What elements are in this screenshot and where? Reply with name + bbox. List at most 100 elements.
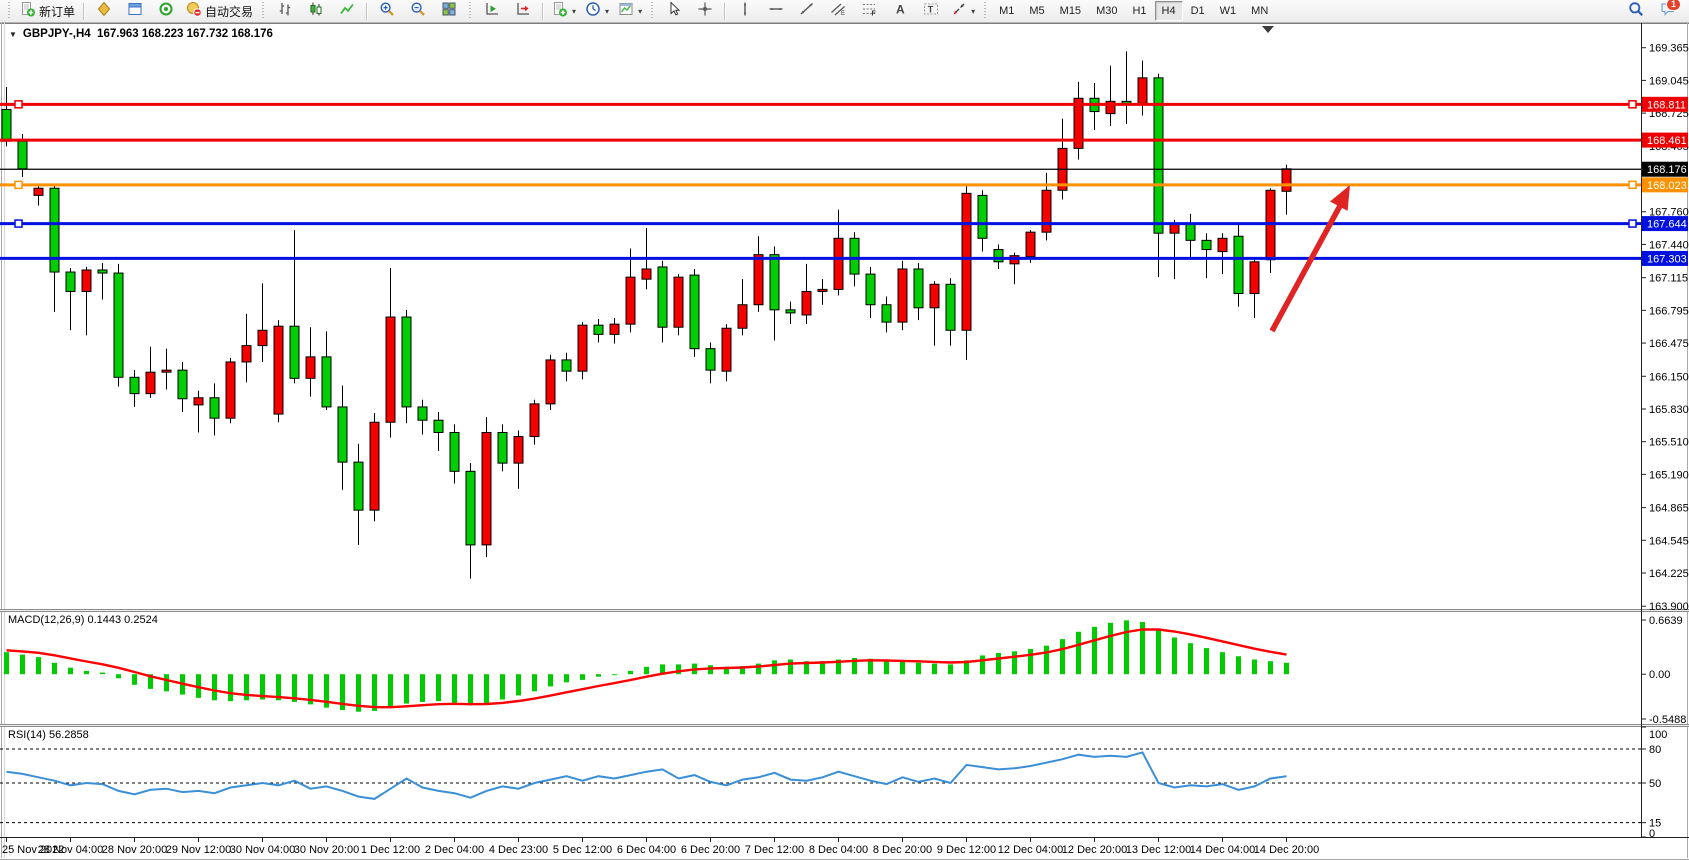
symbol-dropdown-icon[interactable]: ▼ (9, 29, 17, 39)
chevron-down-icon[interactable]: ▾ (638, 6, 643, 16)
window-blue-button[interactable] (120, 0, 150, 22)
candle[interactable] (721, 327, 732, 372)
candle[interactable] (17, 140, 28, 170)
candle[interactable] (289, 325, 300, 379)
candle[interactable] (737, 304, 748, 329)
candle[interactable] (481, 431, 492, 546)
candle[interactable] (225, 361, 236, 419)
candle[interactable] (913, 268, 924, 309)
channel-button[interactable]: E (823, 0, 853, 22)
candle[interactable] (865, 273, 876, 306)
candle[interactable] (593, 324, 604, 335)
type-bars-button[interactable] (270, 0, 300, 22)
candle[interactable] (1073, 97, 1084, 149)
candle[interactable] (241, 345, 252, 363)
toolbar-grip[interactable] (984, 2, 988, 20)
timeframe-tf-h4-button[interactable]: H4 (1154, 1, 1183, 21)
candle[interactable] (209, 397, 220, 419)
candle[interactable] (65, 271, 76, 292)
candle[interactable] (529, 403, 540, 438)
candle[interactable] (401, 316, 412, 408)
v-line-button[interactable] (730, 0, 760, 22)
trend-arrow-annotation[interactable] (1269, 185, 1350, 333)
candle[interactable] (433, 419, 444, 433)
candle[interactable] (961, 192, 972, 331)
indicators-button[interactable]: ▾ (548, 0, 580, 22)
candle[interactable] (993, 249, 1004, 263)
candle[interactable] (769, 254, 780, 311)
arrange-shift-button[interactable] (508, 0, 538, 22)
macd-panel[interactable] (4, 620, 1289, 712)
candle[interactable] (1217, 237, 1228, 253)
candle[interactable] (1105, 100, 1116, 115)
candle[interactable] (1153, 77, 1164, 234)
candle[interactable] (1025, 231, 1036, 258)
candle[interactable] (641, 268, 652, 280)
candle[interactable] (161, 369, 172, 373)
candle[interactable] (753, 254, 764, 306)
timeframe-tf-m1-button[interactable]: M1 (999, 5, 1015, 17)
timeframe-tf-d1-button[interactable]: D1 (1190, 5, 1205, 17)
candle[interactable] (1185, 223, 1196, 241)
chevron-down-icon[interactable]: ▾ (971, 6, 976, 16)
candle[interactable] (577, 324, 588, 372)
candle[interactable] (1041, 189, 1052, 233)
search-button[interactable] (1621, 0, 1651, 22)
candle[interactable] (785, 309, 796, 314)
chevron-down-icon[interactable]: ▾ (572, 6, 577, 16)
candle[interactable] (1201, 239, 1212, 251)
candle[interactable] (561, 359, 572, 372)
candle[interactable] (929, 283, 940, 309)
timeframe-tf-m15-button[interactable]: M15 (1059, 5, 1082, 17)
chart-gold-button[interactable] (89, 0, 119, 22)
candle[interactable] (849, 237, 860, 275)
hline-marker[interactable] (14, 219, 23, 228)
candle[interactable] (273, 325, 284, 415)
type-line-button[interactable] (332, 0, 362, 22)
zoom-in-button[interactable] (372, 0, 402, 22)
chat-button[interactable]: 1 (1653, 0, 1683, 22)
candle[interactable] (881, 304, 892, 323)
toolbar-grip[interactable] (262, 2, 266, 20)
candle[interactable] (545, 359, 556, 405)
cursor-button[interactable] (659, 0, 689, 22)
fibonacci-button[interactable]: F (854, 0, 884, 22)
candle[interactable] (609, 323, 620, 335)
candle[interactable] (1, 109, 12, 142)
candle[interactable] (385, 316, 396, 423)
candle[interactable] (337, 406, 348, 463)
timeframe-tf-m5-button[interactable]: M5 (1029, 5, 1045, 17)
candle[interactable] (673, 276, 684, 328)
h-line-button[interactable] (761, 0, 791, 22)
candle[interactable] (129, 376, 140, 395)
candle[interactable] (145, 371, 156, 395)
candle[interactable] (369, 421, 380, 511)
candle[interactable] (417, 406, 428, 421)
candle[interactable] (257, 329, 268, 347)
candle[interactable] (977, 194, 988, 239)
candle[interactable] (321, 356, 332, 408)
toolbar-grip[interactable] (469, 2, 473, 20)
text-button[interactable]: A (885, 0, 915, 22)
crosshair-button[interactable] (690, 0, 720, 22)
hline-marker[interactable] (1628, 180, 1637, 190)
tile-windows-button[interactable] (434, 0, 464, 22)
new-order-button[interactable]: 新订单 (16, 0, 79, 22)
toolbar-grip[interactable] (651, 2, 655, 20)
candle[interactable] (657, 266, 668, 328)
chevron-down-icon[interactable]: ▾ (605, 6, 610, 16)
candle[interactable] (49, 187, 60, 273)
candle[interactable] (1137, 77, 1148, 104)
trend-line-button[interactable] (792, 0, 822, 22)
candle[interactable] (513, 436, 524, 464)
candle[interactable] (1281, 168, 1292, 192)
zoom-out-button[interactable] (403, 0, 433, 22)
candle[interactable] (305, 356, 316, 379)
label-button[interactable]: T (916, 0, 946, 22)
candle[interactable] (897, 268, 908, 323)
candle[interactable] (193, 397, 204, 406)
candle[interactable] (1249, 261, 1260, 294)
candle[interactable] (833, 237, 844, 290)
timeframe-tf-mn-button[interactable]: MN (1251, 5, 1269, 17)
